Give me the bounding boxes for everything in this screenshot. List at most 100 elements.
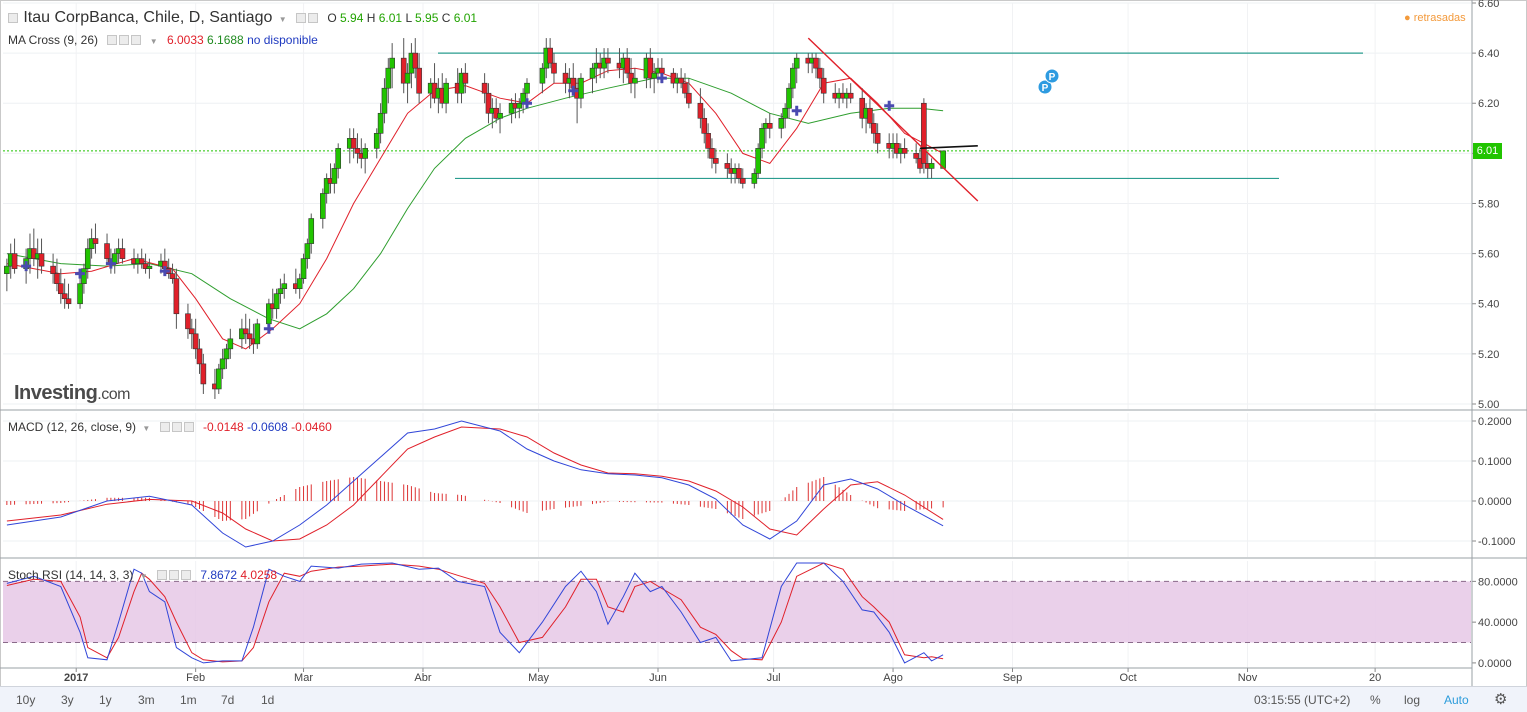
- candle-up: [323, 178, 330, 194]
- close-icon[interactable]: [131, 35, 142, 45]
- chevron-down-icon[interactable]: ▼: [149, 37, 158, 46]
- candle-down: [57, 283, 64, 295]
- candle-up: [497, 112, 503, 119]
- candle-up: [77, 283, 83, 305]
- low-label: L: [405, 11, 412, 25]
- logo-suffix: .com: [97, 386, 130, 403]
- ma-cross-marker: [105, 258, 116, 269]
- candle-down: [709, 148, 715, 159]
- candle-down: [659, 67, 665, 74]
- range-3m[interactable]: 3m: [138, 693, 155, 707]
- stoch-tick-label: 0.0000: [1478, 658, 1512, 670]
- chevron-down-icon[interactable]: ▼: [278, 15, 287, 24]
- close-icon[interactable]: [183, 422, 194, 432]
- settings-icon[interactable]: [295, 13, 306, 23]
- macd-tick-label: 0.0000: [1478, 496, 1512, 508]
- candle-down: [682, 82, 688, 94]
- main-grid: [3, 2, 1471, 409]
- chevron-down-icon[interactable]: ▼: [142, 424, 151, 433]
- candle-up: [215, 368, 222, 390]
- stoch-k-line: [6, 562, 944, 664]
- candle-down: [739, 178, 746, 184]
- candle-up: [373, 133, 380, 149]
- candle-down: [61, 293, 68, 300]
- ma-lines: [6, 67, 944, 350]
- candle-up: [331, 168, 338, 184]
- macd-signal-value: -0.0460: [291, 420, 332, 434]
- stoch-tick-label: 80.0000: [1478, 576, 1518, 588]
- candle-up: [632, 77, 638, 84]
- range-1y[interactable]: 1y: [99, 693, 112, 707]
- candle-up: [782, 107, 788, 119]
- candle-down: [820, 77, 827, 94]
- range-10y[interactable]: 10y: [16, 693, 36, 707]
- log-toggle[interactable]: log: [1404, 693, 1421, 707]
- candle-down: [605, 57, 611, 64]
- auto-toggle[interactable]: Auto: [1444, 693, 1469, 707]
- x-tick-label: Sep: [1003, 672, 1023, 684]
- pane-separators: [0, 0, 1527, 686]
- current-price-tag: 6.01: [1473, 143, 1502, 159]
- stoch-band: [3, 580, 1471, 644]
- eye-icon[interactable]: [107, 35, 118, 45]
- x-tick-label: Ago: [883, 672, 903, 684]
- candle-up: [381, 87, 388, 114]
- gear-icon[interactable]: ⚙: [1494, 691, 1508, 708]
- candle-up: [335, 148, 342, 169]
- eye-icon[interactable]: [157, 570, 168, 580]
- candle-up: [751, 173, 758, 184]
- candle-down: [766, 122, 773, 129]
- main-legend[interactable]: Itau CorpBanca, Chile, D, Santiago ▼ O 5…: [8, 9, 477, 27]
- candle-down: [701, 117, 708, 134]
- ma-legend[interactable]: MA Cross (9, 26) ▼ 6.0033 6.1688 no disp…: [8, 33, 318, 49]
- eye-icon[interactable]: [159, 422, 170, 432]
- range-1m[interactable]: 1m: [180, 693, 197, 707]
- x-tick-label: 2017: [64, 672, 88, 684]
- candle-down: [874, 133, 881, 144]
- settings-icon[interactable]: [171, 422, 182, 432]
- candle-up: [385, 67, 392, 89]
- candle-down: [400, 57, 407, 84]
- candle-up: [146, 265, 153, 269]
- range-1d[interactable]: 1d: [261, 693, 275, 707]
- logo-main: Investing: [14, 382, 98, 404]
- candle-up: [520, 92, 526, 104]
- candle-down: [54, 273, 60, 284]
- candle-up: [223, 348, 230, 360]
- macd-line-value: -0.0608: [247, 420, 288, 434]
- candle-up: [273, 293, 280, 310]
- percent-toggle[interactable]: %: [1370, 693, 1381, 707]
- macd-legend[interactable]: MACD (12, 26, close, 9) ▼ -0.0148 -0.060…: [8, 420, 332, 436]
- symbol-title: Itau CorpBanca, Chile, D, Santiago: [23, 9, 273, 26]
- candle-down: [38, 253, 45, 267]
- candle-down: [119, 248, 126, 259]
- stoch-legend[interactable]: Stoch RSI (14, 14, 3, 3) ▼ 7.8672 4.0258: [8, 568, 277, 584]
- ma-cross-marker: [159, 266, 170, 277]
- candle-up: [755, 148, 761, 174]
- collapse-icon[interactable]: [8, 13, 18, 23]
- candle-down: [624, 57, 630, 74]
- chevron-down-icon[interactable]: ▼: [139, 572, 148, 581]
- cross-markers: [21, 73, 895, 334]
- range-3y[interactable]: 3y: [61, 693, 74, 707]
- candle-down: [92, 238, 99, 244]
- close-icon[interactable]: [181, 570, 192, 580]
- settings-icon[interactable]: [169, 570, 180, 580]
- trendline: [807, 37, 979, 202]
- open-label: O: [327, 11, 337, 25]
- candle-down: [11, 253, 18, 269]
- macd-tick-label: 0.1000: [1478, 456, 1512, 468]
- ma-cross-marker: [656, 73, 667, 84]
- range-7d[interactable]: 7d: [221, 693, 235, 707]
- ma-fast-line: [6, 67, 944, 350]
- candle-down: [169, 273, 176, 279]
- candle-down: [647, 57, 654, 79]
- low-value: 5.95: [415, 11, 439, 25]
- stoch-d-line: [6, 562, 944, 663]
- candle-down: [705, 133, 711, 149]
- settings-icon[interactable]: [119, 35, 130, 45]
- candle-down: [350, 138, 357, 149]
- close-icon[interactable]: [307, 13, 318, 23]
- candle-down: [870, 122, 877, 134]
